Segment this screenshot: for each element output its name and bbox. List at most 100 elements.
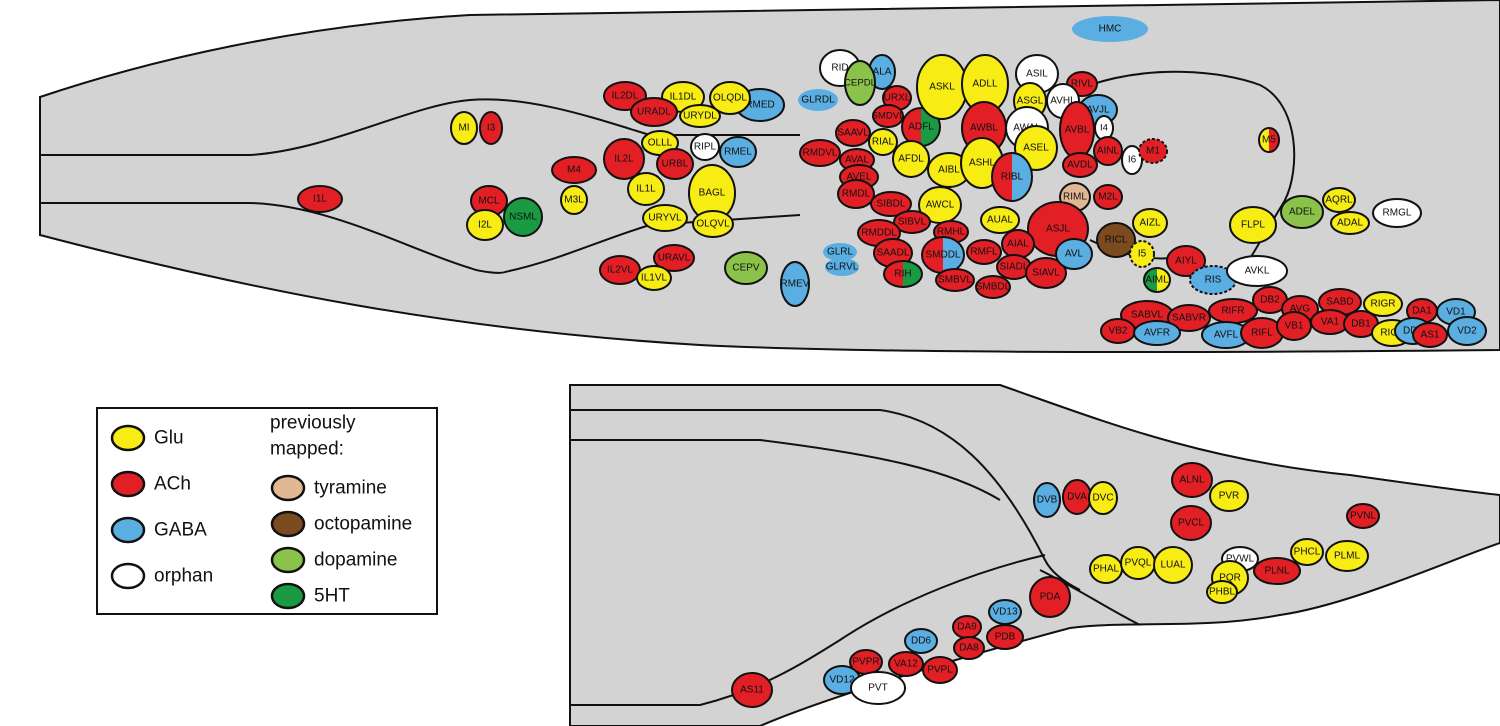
head-neuron-rigr: RIGR [1363, 291, 1403, 317]
head-neuron-hmc: HMC [1072, 16, 1148, 42]
tail-neuron-pvt: PVT [850, 671, 906, 705]
cell-shape [709, 81, 751, 115]
cell-label: CEPDL [844, 78, 877, 89]
cell-label: OLQVL [696, 219, 730, 230]
cell-label: RIH [894, 269, 911, 280]
cell-label: IL2L [614, 154, 634, 165]
cell-shape [1447, 316, 1487, 346]
legend-label: dopamine [314, 550, 397, 571]
cell-shape [450, 111, 478, 145]
cell-shape [892, 140, 930, 178]
cell-shape [551, 156, 597, 184]
cell-label: MI [458, 123, 469, 134]
cell-shape [560, 185, 588, 215]
cell-shape [953, 636, 985, 660]
cell-shape [975, 275, 1011, 299]
head-neuron-rih: RIH [883, 260, 923, 288]
head-neuron-rmfl: RMFL [966, 239, 1002, 265]
legend-item-gaba: GABA [110, 516, 207, 544]
cell-outline [1258, 127, 1280, 153]
cell-shape [466, 209, 504, 241]
head-neuron-mi: MI [450, 111, 478, 145]
cell-shape [1062, 152, 1098, 178]
cell-shape [479, 111, 503, 145]
cell-shape [656, 148, 694, 180]
head-neuron-smbvl: SMBVL [935, 268, 975, 292]
head-neuron-aiml: AIML [1143, 267, 1171, 293]
cell-label: URAVL [658, 253, 691, 264]
tail-neuron-dva: DVA [1062, 479, 1092, 515]
cell-label: CEPV [732, 263, 760, 274]
head-neuron-smdvl: SMDVL [871, 104, 905, 128]
cell-shape [1372, 198, 1422, 228]
cell-label: DD6 [911, 636, 931, 647]
tail-neuron-pvnl: PVNL [1346, 503, 1380, 529]
cell-label: SMDVL [871, 111, 905, 122]
cell-shape [1096, 222, 1136, 258]
cell-label: SABVL [1131, 310, 1164, 321]
cell-label: RIPL [694, 142, 717, 153]
cell-shape [1167, 304, 1211, 332]
cell-label: ALNL [1179, 475, 1204, 486]
cell-shape [844, 60, 876, 106]
cell-label: M5 [1262, 135, 1276, 146]
cell-label: NSML [509, 212, 537, 223]
cell-label: RIGL [1380, 328, 1404, 339]
cell-label: SIBDL [877, 199, 906, 210]
tail-neuron-dvc: DVC [1088, 481, 1118, 515]
cell-label: PVCL [1178, 518, 1205, 529]
head-neuron-avbl: AVBL [1059, 101, 1095, 159]
cell-shape [1129, 240, 1155, 268]
legend-item-glu: Glu [110, 424, 184, 452]
cell-label: DB1 [1351, 319, 1371, 330]
head-neuron-m1: M1 [1138, 138, 1168, 164]
tail-neuron-dvb: DVB [1033, 482, 1061, 518]
cell-label: PDB [995, 632, 1016, 643]
cell-fill-right [1269, 128, 1279, 152]
head-neuron-i3: I3 [479, 111, 503, 145]
cell-shape [1325, 540, 1369, 572]
cell-shape [922, 656, 958, 684]
cell-shape [966, 239, 1002, 265]
cell-label: SABD [1326, 297, 1353, 308]
legend-previously-title-line2: mapped: [270, 439, 344, 460]
head-neuron-rifr: RIFR [1208, 298, 1258, 324]
cell-label: AIZL [1139, 218, 1161, 229]
cell-label: I1L [313, 194, 327, 205]
head-neuron-avl: AVL [1055, 238, 1093, 270]
cell-shape [297, 185, 343, 213]
head-neuron-uravl: URAVL [653, 244, 695, 272]
head-neuron-as1: AS1 [1412, 322, 1448, 348]
cell-label: I3 [487, 123, 496, 134]
cell-label: RIFL [1251, 328, 1273, 339]
cell-shape [1226, 255, 1288, 287]
tail-neuron-lual: LUAL [1153, 546, 1193, 584]
cell-shape [1253, 557, 1301, 585]
cell-shape [1055, 238, 1093, 270]
tail-neuron-vd13: VD13 [988, 599, 1022, 625]
head-neuron-sibvl: SIBVL [893, 210, 931, 234]
legend-item-ach: ACh [110, 470, 191, 498]
head-neuron-ripl: RIPL [690, 133, 720, 161]
cell-label: SAAVL [837, 128, 869, 139]
cell-label: M2L [1098, 192, 1118, 203]
legend-swatch [270, 474, 306, 502]
cell-label: SIBVL [898, 217, 927, 228]
cell-label: RIAL [872, 137, 895, 148]
legend-prev-item-tyramine: tyramine [270, 474, 387, 502]
cell-label: ASKL [929, 82, 955, 93]
cell-label: I5 [1138, 249, 1147, 260]
cell-shape [731, 672, 773, 708]
legend-swatch [110, 516, 146, 544]
head-neuron-aqrl: AQRL [1322, 187, 1356, 213]
cell-shape [837, 179, 875, 209]
tail-body-outline [569, 384, 1500, 726]
cell-label: M4 [567, 165, 581, 176]
cell-label: RMHL [937, 227, 966, 238]
cell-label: PVR [1219, 491, 1240, 502]
head-neuron-ribl: RIBL [991, 152, 1033, 202]
cell-label: AIBL [938, 165, 960, 176]
legend-swatch [110, 562, 146, 590]
cell-label: PLML [1334, 551, 1361, 562]
